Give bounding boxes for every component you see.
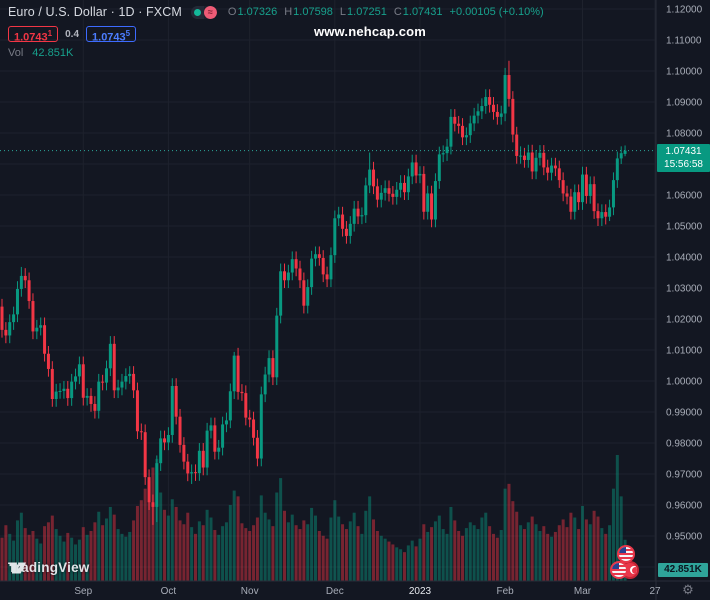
ask-price-button[interactable]: 1.07435 (86, 26, 137, 44)
high-label: H (284, 6, 293, 18)
bid-price-button[interactable]: 1.07431 (8, 26, 59, 44)
volume-row: Vol 42.851K (8, 47, 544, 59)
svg-text:Mar: Mar (574, 586, 592, 597)
volume-label: Vol (8, 47, 24, 59)
close-label: C (393, 6, 402, 18)
toggle-open-segment (190, 5, 204, 19)
current-price-value: 1.07431 (665, 145, 702, 157)
approx-equals-icon: ≈ (203, 5, 217, 19)
svg-text:0.96000: 0.96000 (666, 501, 703, 512)
bid-ask-row: 1.07431 0.4 1.07435 (8, 26, 544, 44)
svg-text:2023: 2023 (409, 586, 432, 597)
watermark: www.nehcap.com (313, 24, 427, 39)
ask-sup-digit: 5 (125, 29, 131, 38)
us-flag-canton-decor-2 (612, 563, 619, 569)
svg-text:1.11000: 1.11000 (666, 35, 702, 46)
economic-event-us-flag-icon-2[interactable] (610, 561, 628, 579)
open-label: O (227, 6, 237, 18)
ohlc-readout: O1.07326 H1.07598 L1.07251 C1.07431 +0.0… (228, 6, 544, 18)
svg-text:0.97000: 0.97000 (666, 470, 703, 481)
tradingview-logo[interactable]: TradingView (8, 560, 89, 575)
bid-sup-digit: 1 (47, 29, 53, 38)
tradingview-logo-glyph-icon (9, 562, 27, 574)
svg-text:1.01000: 1.01000 (666, 346, 703, 357)
spread-value: 0.4 (65, 28, 80, 40)
svg-text:27: 27 (649, 586, 661, 597)
svg-text:1.03000: 1.03000 (666, 284, 703, 295)
us-flag-canton-decor (619, 547, 626, 553)
high-value: 1.07598 (293, 6, 333, 18)
svg-text:Nov: Nov (241, 586, 259, 597)
ask-price: 1.0743 (92, 31, 126, 44)
svg-text:1.04000: 1.04000 (666, 253, 703, 264)
svg-text:1.08000: 1.08000 (666, 129, 703, 140)
svg-text:1.00000: 1.00000 (666, 377, 703, 388)
open-value: 1.07326 (237, 6, 278, 18)
svg-text:0.95000: 0.95000 (666, 532, 703, 543)
svg-text:1.02000: 1.02000 (666, 315, 703, 326)
crescent-inner-decor (632, 567, 637, 574)
svg-text:0.99000: 0.99000 (666, 408, 703, 419)
volume-value: 42.851K (32, 47, 74, 59)
svg-text:Dec: Dec (326, 586, 344, 597)
close-value: 1.07431 (402, 6, 443, 18)
svg-text:Oct: Oct (161, 586, 177, 597)
low-label: L (339, 6, 347, 18)
svg-text:1.09000: 1.09000 (666, 98, 703, 109)
bid-price: 1.0743 (14, 31, 48, 44)
symbol-title[interactable]: Euro / U.S. Dollar · 1D · FXCM (8, 5, 182, 19)
change-value: +0.00105 (+0.10%) (449, 6, 544, 18)
svg-text:0.98000: 0.98000 (666, 439, 703, 450)
svg-text:1.10000: 1.10000 (666, 66, 703, 77)
svg-text:Feb: Feb (496, 586, 514, 597)
current-price-axis-label: 1.07431 15:56:58 (657, 143, 710, 172)
low-value: 1.07251 (347, 6, 387, 18)
market-status-toggle[interactable]: ≈ (190, 5, 217, 19)
svg-text:1.12000: 1.12000 (666, 4, 703, 15)
volume-axis-label: 42.851K (658, 563, 708, 577)
svg-text:Sep: Sep (74, 586, 92, 597)
legend-title-row: Euro / U.S. Dollar · 1D · FXCM ≈ O1.0732… (8, 4, 544, 20)
svg-text:1.05000: 1.05000 (666, 222, 703, 233)
svg-text:1.06000: 1.06000 (666, 191, 703, 202)
tradingview-logo-text: TradingView (8, 560, 90, 575)
bar-countdown: 15:56:58 (664, 158, 703, 170)
market-open-dot-icon (193, 8, 201, 16)
economic-event-us-flag-icon[interactable] (617, 545, 635, 563)
chart-legend: Euro / U.S. Dollar · 1D · FXCM ≈ O1.0732… (8, 4, 544, 59)
settings-gear-icon[interactable]: ⚙ (682, 582, 694, 597)
